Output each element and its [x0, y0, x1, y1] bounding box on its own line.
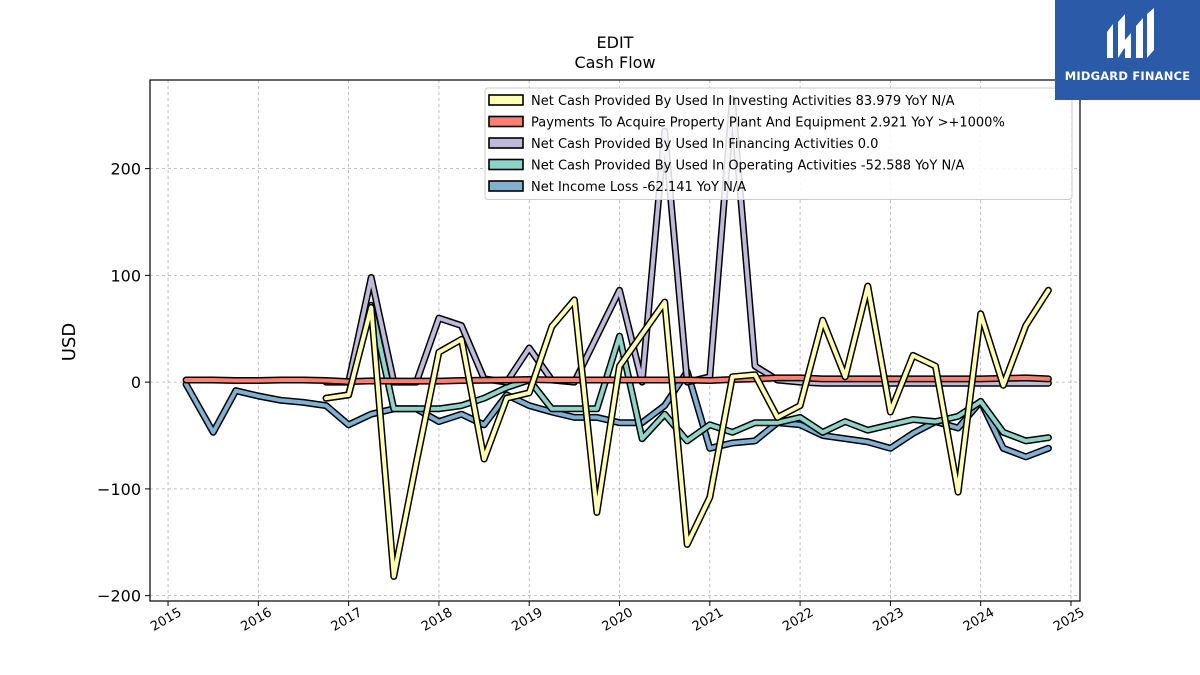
legend-swatch	[488, 180, 524, 192]
plot-frame	[149, 79, 1081, 602]
x-tick-label: 2019	[509, 605, 545, 635]
brand-mark-icon	[1107, 8, 1154, 58]
legend-label: Net Cash Provided By Used In Operating A…	[531, 159, 965, 174]
series-line-4	[322, 301, 1052, 445]
legend-swatch	[488, 158, 524, 171]
series-stroke	[324, 303, 1051, 443]
y-tick-label: 100	[110, 266, 141, 285]
legend-label: Net Income Loss -62.141 YoY N/A	[531, 180, 746, 195]
x-tick-label: 2023	[871, 605, 907, 635]
legend-swatch	[488, 115, 524, 128]
legend: Net Cash Provided By Used In Investing A…	[484, 87, 1073, 200]
x-tick-label: 2021	[690, 605, 726, 635]
legend-label: Net Cash Provided By Used In Financing A…	[531, 137, 878, 152]
y-tick-label: 0	[131, 373, 141, 392]
x-tick-label: 2017	[329, 605, 365, 635]
series-stroke	[184, 369, 1051, 459]
y-tick-label: −100	[97, 480, 141, 499]
y-axis-label: USD	[59, 323, 80, 361]
x-tick-label: 2022	[780, 605, 816, 635]
y-tick-label: −200	[97, 587, 141, 606]
x-tick-label: 2015	[148, 605, 184, 635]
x-tick-label: 2016	[239, 605, 275, 635]
chart-subtitle: Cash Flow	[574, 53, 655, 72]
x-tick-label: 2020	[600, 605, 636, 635]
x-tick-label: 2018	[419, 605, 455, 635]
series-line-1	[322, 282, 1052, 580]
brand-name: MIDGARD FINANCE	[1064, 69, 1191, 83]
legend-frame	[484, 87, 1073, 200]
legend-swatch	[488, 137, 524, 149]
legend-label: Payments To Acquire Property Plant And E…	[531, 116, 1005, 131]
y-tick-label: 200	[110, 160, 141, 179]
legend-swatch	[488, 94, 524, 106]
x-tick-label: 2025	[1051, 605, 1087, 635]
x-tick-label: 2024	[961, 605, 997, 635]
series-lines	[182, 95, 1052, 580]
series-stroke	[324, 284, 1051, 579]
chart-title: EDIT	[597, 33, 634, 52]
brand-logo: MIDGARD FINANCE	[1055, 0, 1200, 100]
series-line-5	[182, 368, 1052, 461]
legend-label: Net Cash Provided By Used In Investing A…	[531, 94, 955, 109]
